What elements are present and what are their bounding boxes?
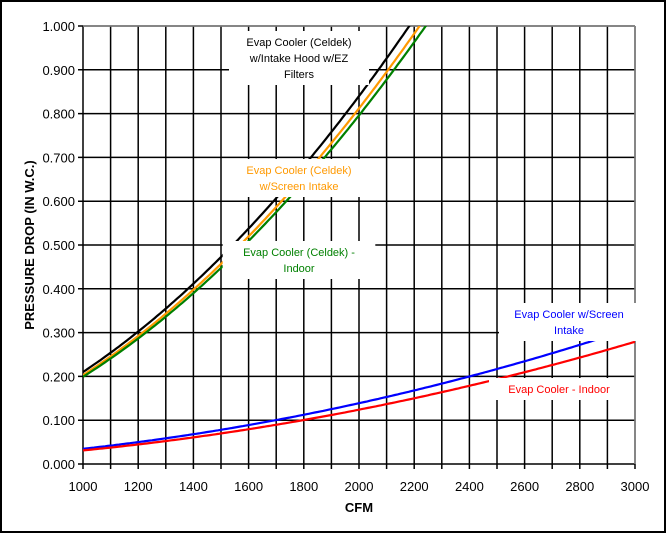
y-tick-label: 0.700	[42, 150, 75, 165]
series-label: Evap Cooler w/Screen	[514, 309, 623, 321]
y-tick-label: 0.900	[42, 63, 75, 78]
y-tick-label: 0.100	[42, 413, 75, 428]
series-label-bg	[489, 378, 629, 400]
x-tick-label: 1000	[69, 479, 98, 494]
x-tick-label: 2400	[455, 479, 484, 494]
x-tick-label: 2800	[565, 479, 594, 494]
series-line-2	[83, 26, 428, 378]
series-label: Filters	[284, 69, 314, 81]
y-axis-title: PRESSURE DROP (IN W.C.)	[22, 160, 37, 330]
y-tick-label: 0.400	[42, 282, 75, 297]
y-tick-label: 0.000	[42, 457, 75, 472]
series-label-bg	[229, 31, 369, 85]
series-label: Evap Cooler (Celdek)	[246, 165, 351, 177]
series-line-0	[83, 26, 411, 373]
series-label: w/Screen Intake	[259, 181, 339, 193]
series-label: Evap Cooler (Celdek) -	[243, 247, 355, 259]
series-label-bg	[222, 241, 376, 279]
x-tick-label: 2600	[510, 479, 539, 494]
y-tick-label: 1.000	[42, 19, 75, 34]
series-line-4	[83, 340, 635, 452]
x-tick-label: 1400	[179, 479, 208, 494]
series-line-1	[83, 26, 421, 377]
x-tick-label: 1600	[234, 479, 263, 494]
y-tick-label: 0.200	[42, 369, 75, 384]
y-tick-label: 0.600	[42, 194, 75, 209]
series-label: w/Intake Hood w/EZ	[249, 53, 349, 65]
x-axis-title: CFM	[345, 500, 373, 515]
y-tick-label: 0.800	[42, 107, 75, 122]
x-tick-label: 2200	[400, 479, 429, 494]
x-tick-label: 3000	[621, 479, 650, 494]
x-tick-label: 1200	[124, 479, 153, 494]
series-label-bg	[229, 159, 369, 197]
y-tick-label: 0.500	[42, 238, 75, 253]
series-label: Indoor	[283, 263, 315, 275]
series-group	[83, 26, 635, 452]
x-tick-label: 2000	[345, 479, 374, 494]
series-label-bg	[499, 303, 639, 341]
series-line-3	[83, 326, 635, 450]
series-label: Evap Cooler (Celdek)	[246, 37, 351, 49]
series-label: Evap Cooler - Indoor	[508, 384, 610, 396]
y-tick-label: 0.300	[42, 326, 75, 341]
x-tick-label: 1800	[289, 479, 318, 494]
series-label: Intake	[554, 325, 584, 337]
